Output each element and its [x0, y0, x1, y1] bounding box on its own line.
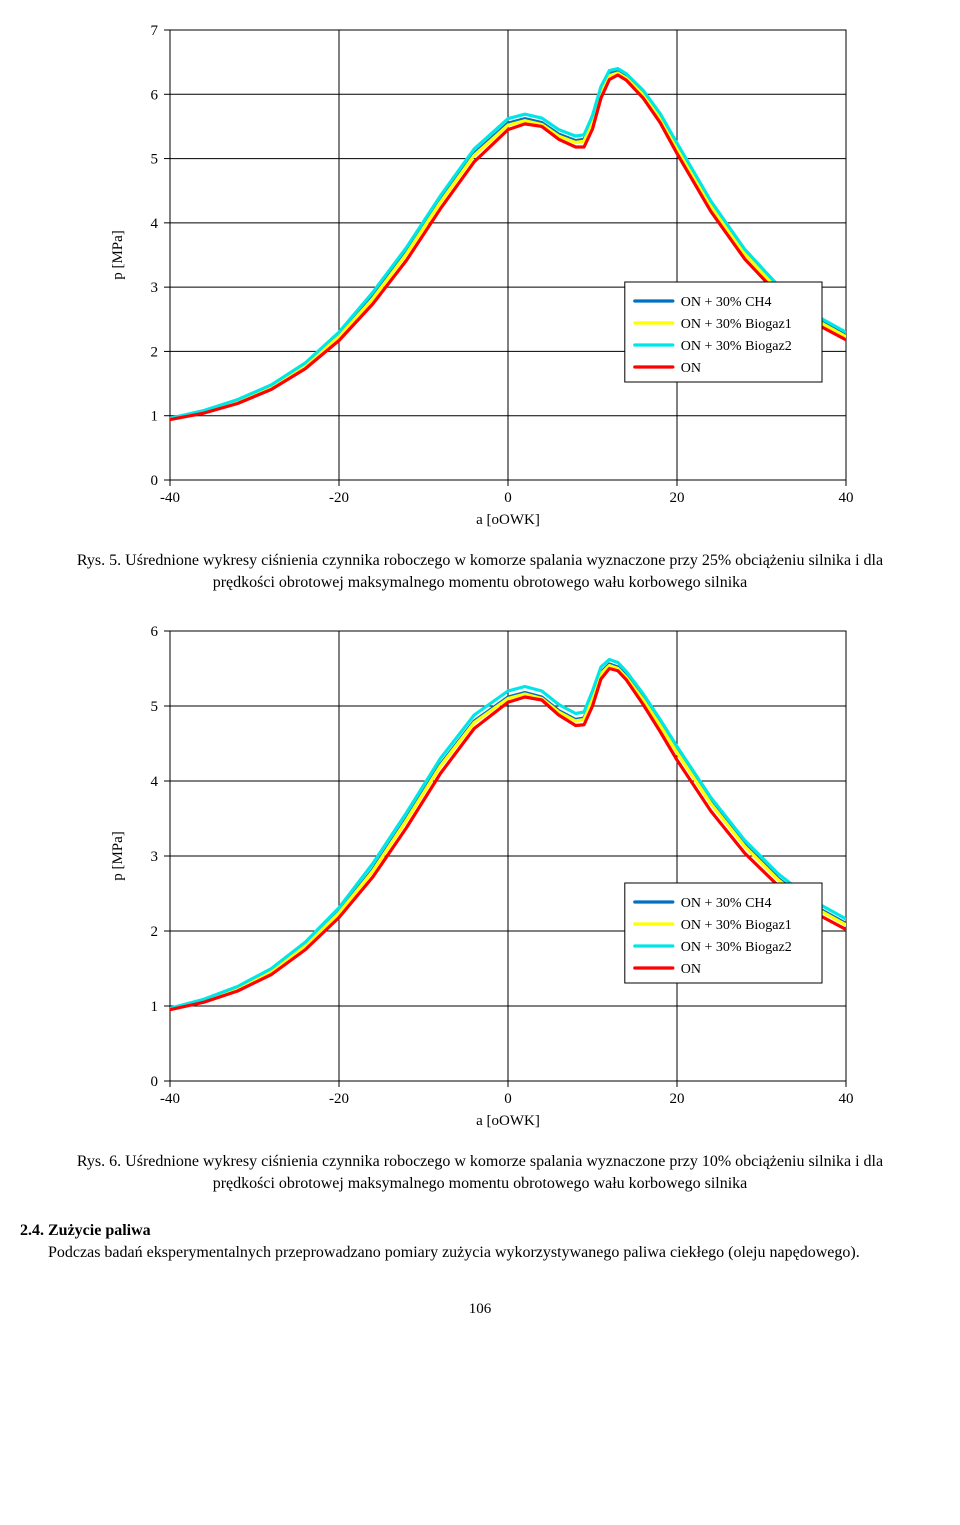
svg-text:p [MPa]: p [MPa]: [110, 230, 126, 280]
svg-text:20: 20: [670, 1091, 685, 1107]
svg-text:1: 1: [151, 999, 159, 1015]
svg-text:3: 3: [151, 849, 159, 865]
chart-2-container: -40 -20 0 20 40 0 1 2 3 4 5 6 a [oOWK] p [MPa] ON + 30…: [100, 621, 860, 1141]
chart-1-svg: -40 -20 0 20 40 0 1 2 3 4 5 6 7 a [oOWK] p [MPa] ON + 3…: [100, 20, 860, 540]
svg-text:0: 0: [151, 473, 159, 489]
chart-1-caption-prefix: Rys. 5.: [77, 552, 121, 569]
svg-text:ON + 30% CH4: ON + 30% CH4: [681, 295, 772, 310]
chart-2-caption-text: Uśrednione wykresy ciśnienia czynnika ro…: [125, 1153, 883, 1192]
svg-text:ON + 30% Biogaz2: ON + 30% Biogaz2: [681, 339, 792, 354]
page-number: 106: [20, 1301, 940, 1318]
svg-text:6: 6: [151, 624, 159, 640]
svg-text:3: 3: [151, 280, 159, 296]
chart-1-caption-text: Uśrednione wykresy ciśnienia czynnika ro…: [125, 552, 883, 591]
svg-text:ON + 30% CH4: ON + 30% CH4: [681, 896, 772, 911]
page: -40-200204001234567a [oOWK]p [MPa]ON + 3…: [20, 20, 940, 1318]
svg-text:0: 0: [504, 1091, 512, 1107]
svg-text:ON + 30% Biogaz1: ON + 30% Biogaz1: [681, 918, 792, 933]
svg-text:2: 2: [151, 344, 159, 360]
chart-2-caption-prefix: Rys. 6.: [77, 1153, 121, 1170]
svg-text:-20: -20: [329, 1091, 349, 1107]
svg-text:ON + 30% Biogaz2: ON + 30% Biogaz2: [681, 940, 792, 955]
chart-1-container: -40 -20 0 20 40 0 1 2 3 4 5 6 7 a [oOWK] p [MPa] ON + 3…: [100, 20, 860, 540]
svg-text:ON: ON: [681, 361, 701, 376]
svg-text:-20: -20: [329, 490, 349, 506]
svg-text:5: 5: [151, 699, 159, 715]
svg-text:p [MPa]: p [MPa]: [110, 831, 126, 881]
svg-text:5: 5: [151, 152, 159, 168]
chart-2-caption: Rys. 6. Uśrednione wykresy ciśnienia czy…: [60, 1151, 900, 1194]
svg-text:6: 6: [151, 87, 159, 103]
svg-text:40: 40: [839, 490, 854, 506]
section-body: Podczas badań eksperymentalnych przeprow…: [20, 1242, 940, 1264]
svg-text:7: 7: [151, 23, 159, 39]
svg-text:0: 0: [151, 1074, 159, 1090]
svg-text:-40: -40: [160, 1091, 180, 1107]
svg-text:2: 2: [151, 924, 159, 940]
svg-text:0: 0: [504, 490, 512, 506]
svg-text:a [oOWK]: a [oOWK]: [476, 1113, 540, 1129]
svg-text:40: 40: [839, 1091, 854, 1107]
section-heading: 2.4. Zużycie paliwa: [20, 1222, 940, 1240]
chart-1-caption: Rys. 5. Uśrednione wykresy ciśnienia czy…: [60, 550, 900, 593]
svg-text:-40: -40: [160, 490, 180, 506]
svg-text:a [oOWK]: a [oOWK]: [476, 512, 540, 528]
svg-text:4: 4: [151, 774, 159, 790]
chart-2-svg: -40 -20 0 20 40 0 1 2 3 4 5 6 a [oOWK] p [MPa] ON + 30…: [100, 621, 860, 1141]
svg-text:4: 4: [151, 216, 159, 232]
svg-text:ON: ON: [681, 962, 701, 977]
svg-text:1: 1: [151, 409, 159, 425]
svg-text:20: 20: [670, 490, 685, 506]
svg-text:ON + 30% Biogaz1: ON + 30% Biogaz1: [681, 317, 792, 332]
